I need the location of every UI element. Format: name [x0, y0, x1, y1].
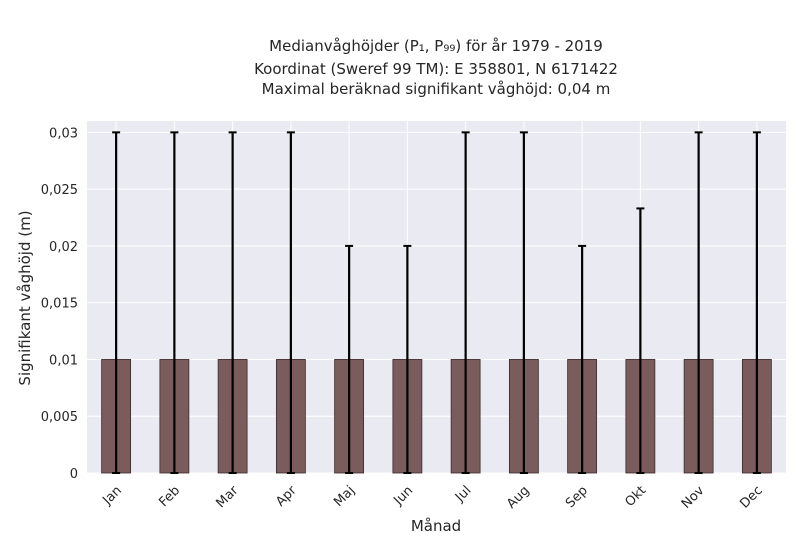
y-axis-ticks: 0 0,005 0,01 0,015 0,02 0,025 0,03 — [41, 126, 78, 482]
y-tick-label: 0,02 — [49, 240, 78, 255]
x-tick-label: Nov — [679, 483, 708, 512]
x-tick-label: Jun — [391, 483, 417, 509]
x-tick-label: Jan — [99, 483, 124, 508]
x-tick-label: Apr — [273, 483, 300, 510]
y-tick-label: 0,015 — [41, 297, 78, 312]
x-tick-label: Maj — [331, 483, 358, 510]
x-axis-label: Månad — [411, 517, 461, 535]
plot-area — [87, 121, 786, 473]
x-tick-label: Mar — [214, 483, 242, 511]
x-tick-label: Sep — [563, 483, 591, 511]
x-axis-ticks: Jan Feb Mar Apr Maj Jun Jul Aug Sep Okt Nov Dec — [99, 483, 765, 512]
y-tick-label: 0,005 — [41, 410, 78, 425]
error-bars — [112, 131, 761, 474]
chart-title-line-1: Medianvåghöjder (P₁, P₉₉) för år 1979 - … — [269, 37, 603, 55]
y-tick-label: 0,025 — [41, 183, 78, 198]
x-tick-label: Feb — [156, 483, 183, 510]
x-tick-label: Dec — [737, 483, 765, 511]
x-tick-label: Okt — [622, 483, 649, 510]
y-tick-label: 0,03 — [49, 126, 78, 141]
y-tick-label: 0,01 — [49, 353, 78, 368]
chart-title: Medianvåghöjder (P₁, P₉₉) för år 1979 - … — [254, 37, 618, 98]
x-tick-label: Aug — [504, 483, 533, 512]
chart-title-line-2: Koordinat (Sweref 99 TM): E 358801, N 61… — [254, 60, 618, 78]
chart-title-line-3: Maximal beräknad signifikant våghöjd: 0,… — [262, 80, 611, 98]
x-tick-label: Jul — [452, 483, 474, 505]
y-axis-label: Signifikant våghöjd (m) — [16, 210, 34, 385]
y-tick-label: 0 — [70, 467, 78, 482]
